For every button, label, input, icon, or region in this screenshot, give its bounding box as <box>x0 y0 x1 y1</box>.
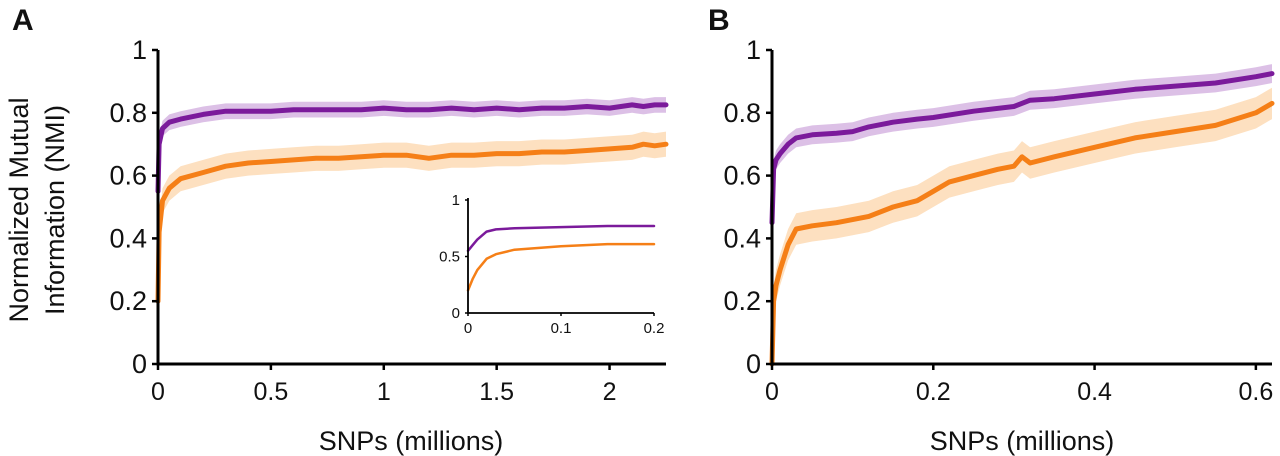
inset-ytick-label: 0.5 <box>439 249 460 266</box>
plot-a-line-orange <box>155 141 669 304</box>
plot-b-xlabel: SNPs (millions) <box>930 426 1115 456</box>
ylabel-line-2: Information (NMI) <box>40 105 70 315</box>
plot-a-xtick-label: 1.5 <box>479 378 514 406</box>
inset-background <box>468 196 654 314</box>
plot-a-ytick-label: 0.8 <box>109 98 147 128</box>
panel-a: A Normalized Mutual Information (NMI) 00… <box>4 4 669 456</box>
plot-a-ytick-label: 1 <box>132 35 147 65</box>
inset-line-orange <box>466 242 656 292</box>
panel-b-letter: B <box>708 4 730 37</box>
plot-a-ytick-label: 0.6 <box>109 161 147 191</box>
plot-a-xtick-label: 1 <box>377 378 391 406</box>
inset-y-ticks: 00.51 <box>439 192 468 322</box>
ylabel-line-1: Normalized Mutual <box>4 97 34 322</box>
panel-b: B 0 0.2 0.4 0.6 0.8 1 0 0.2 0.4 0.6 SNPs (millio… <box>708 4 1275 456</box>
plot-a-x-ticks: 0 0.5 1 1.5 2 <box>151 364 617 406</box>
plot-a-ytick-label: 0.2 <box>109 286 147 316</box>
plot-b-ytick-label: 0.4 <box>723 223 761 253</box>
plot-b-lines <box>769 71 1275 367</box>
plot-b-xtick-label: 0 <box>765 378 779 406</box>
plot-b-y-ticks: 0 0.2 0.4 0.6 0.8 1 <box>723 35 772 379</box>
inset-xtick-label: 0 <box>464 320 472 337</box>
inset-line-purple <box>466 224 656 253</box>
inset-xtick-label: 0.2 <box>644 320 665 337</box>
panel-a-letter: A <box>12 4 34 37</box>
plot-b-ytick-label: 0.8 <box>723 98 761 128</box>
plot-b-line-purple <box>769 71 1275 226</box>
plot-a-xtick-label: 2 <box>603 378 617 406</box>
plot-b-ytick-label: 0 <box>746 349 761 379</box>
plot-b-line-orange <box>769 100 1275 367</box>
plot-b-xtick-label: 0.2 <box>916 378 951 406</box>
plot-b-ytick-label: 0.6 <box>723 161 761 191</box>
inset-ytick-label: 1 <box>452 192 460 209</box>
plot-b-ytick-label: 1 <box>746 35 761 65</box>
plot-a-ytick-label: 0.4 <box>109 223 147 253</box>
plot-a-xtick-label: 0.5 <box>254 378 289 406</box>
inset-ytick-label: 0 <box>452 305 460 322</box>
inset-chart: 00.51 0 0.1 0.2 <box>439 192 664 337</box>
plot-a-xtick-label: 0 <box>151 378 165 406</box>
inset-xtick-label: 0.1 <box>551 320 572 337</box>
plot-b-xtick-label: 0.4 <box>1077 378 1112 406</box>
plot-a-xlabel: SNPs (millions) <box>319 426 504 456</box>
plot-b-x-ticks: 0 0.2 0.4 0.6 <box>765 364 1273 406</box>
plot-a-lines <box>155 102 669 304</box>
inset-lines <box>466 224 656 292</box>
plot-a-ytick-label: 0 <box>132 349 147 379</box>
plot-b-bands <box>772 64 1272 364</box>
inset-x-ticks: 0 0.1 0.2 <box>464 313 665 337</box>
plot-b-xtick-label: 0.6 <box>1238 378 1273 406</box>
plot-b-band-orange <box>772 87 1272 364</box>
plot-b-ytick-label: 0.2 <box>723 286 761 316</box>
plot-a-y-ticks: 0 0.2 0.4 0.6 0.8 1 <box>109 35 158 379</box>
plot-a-line-purple <box>155 102 669 194</box>
